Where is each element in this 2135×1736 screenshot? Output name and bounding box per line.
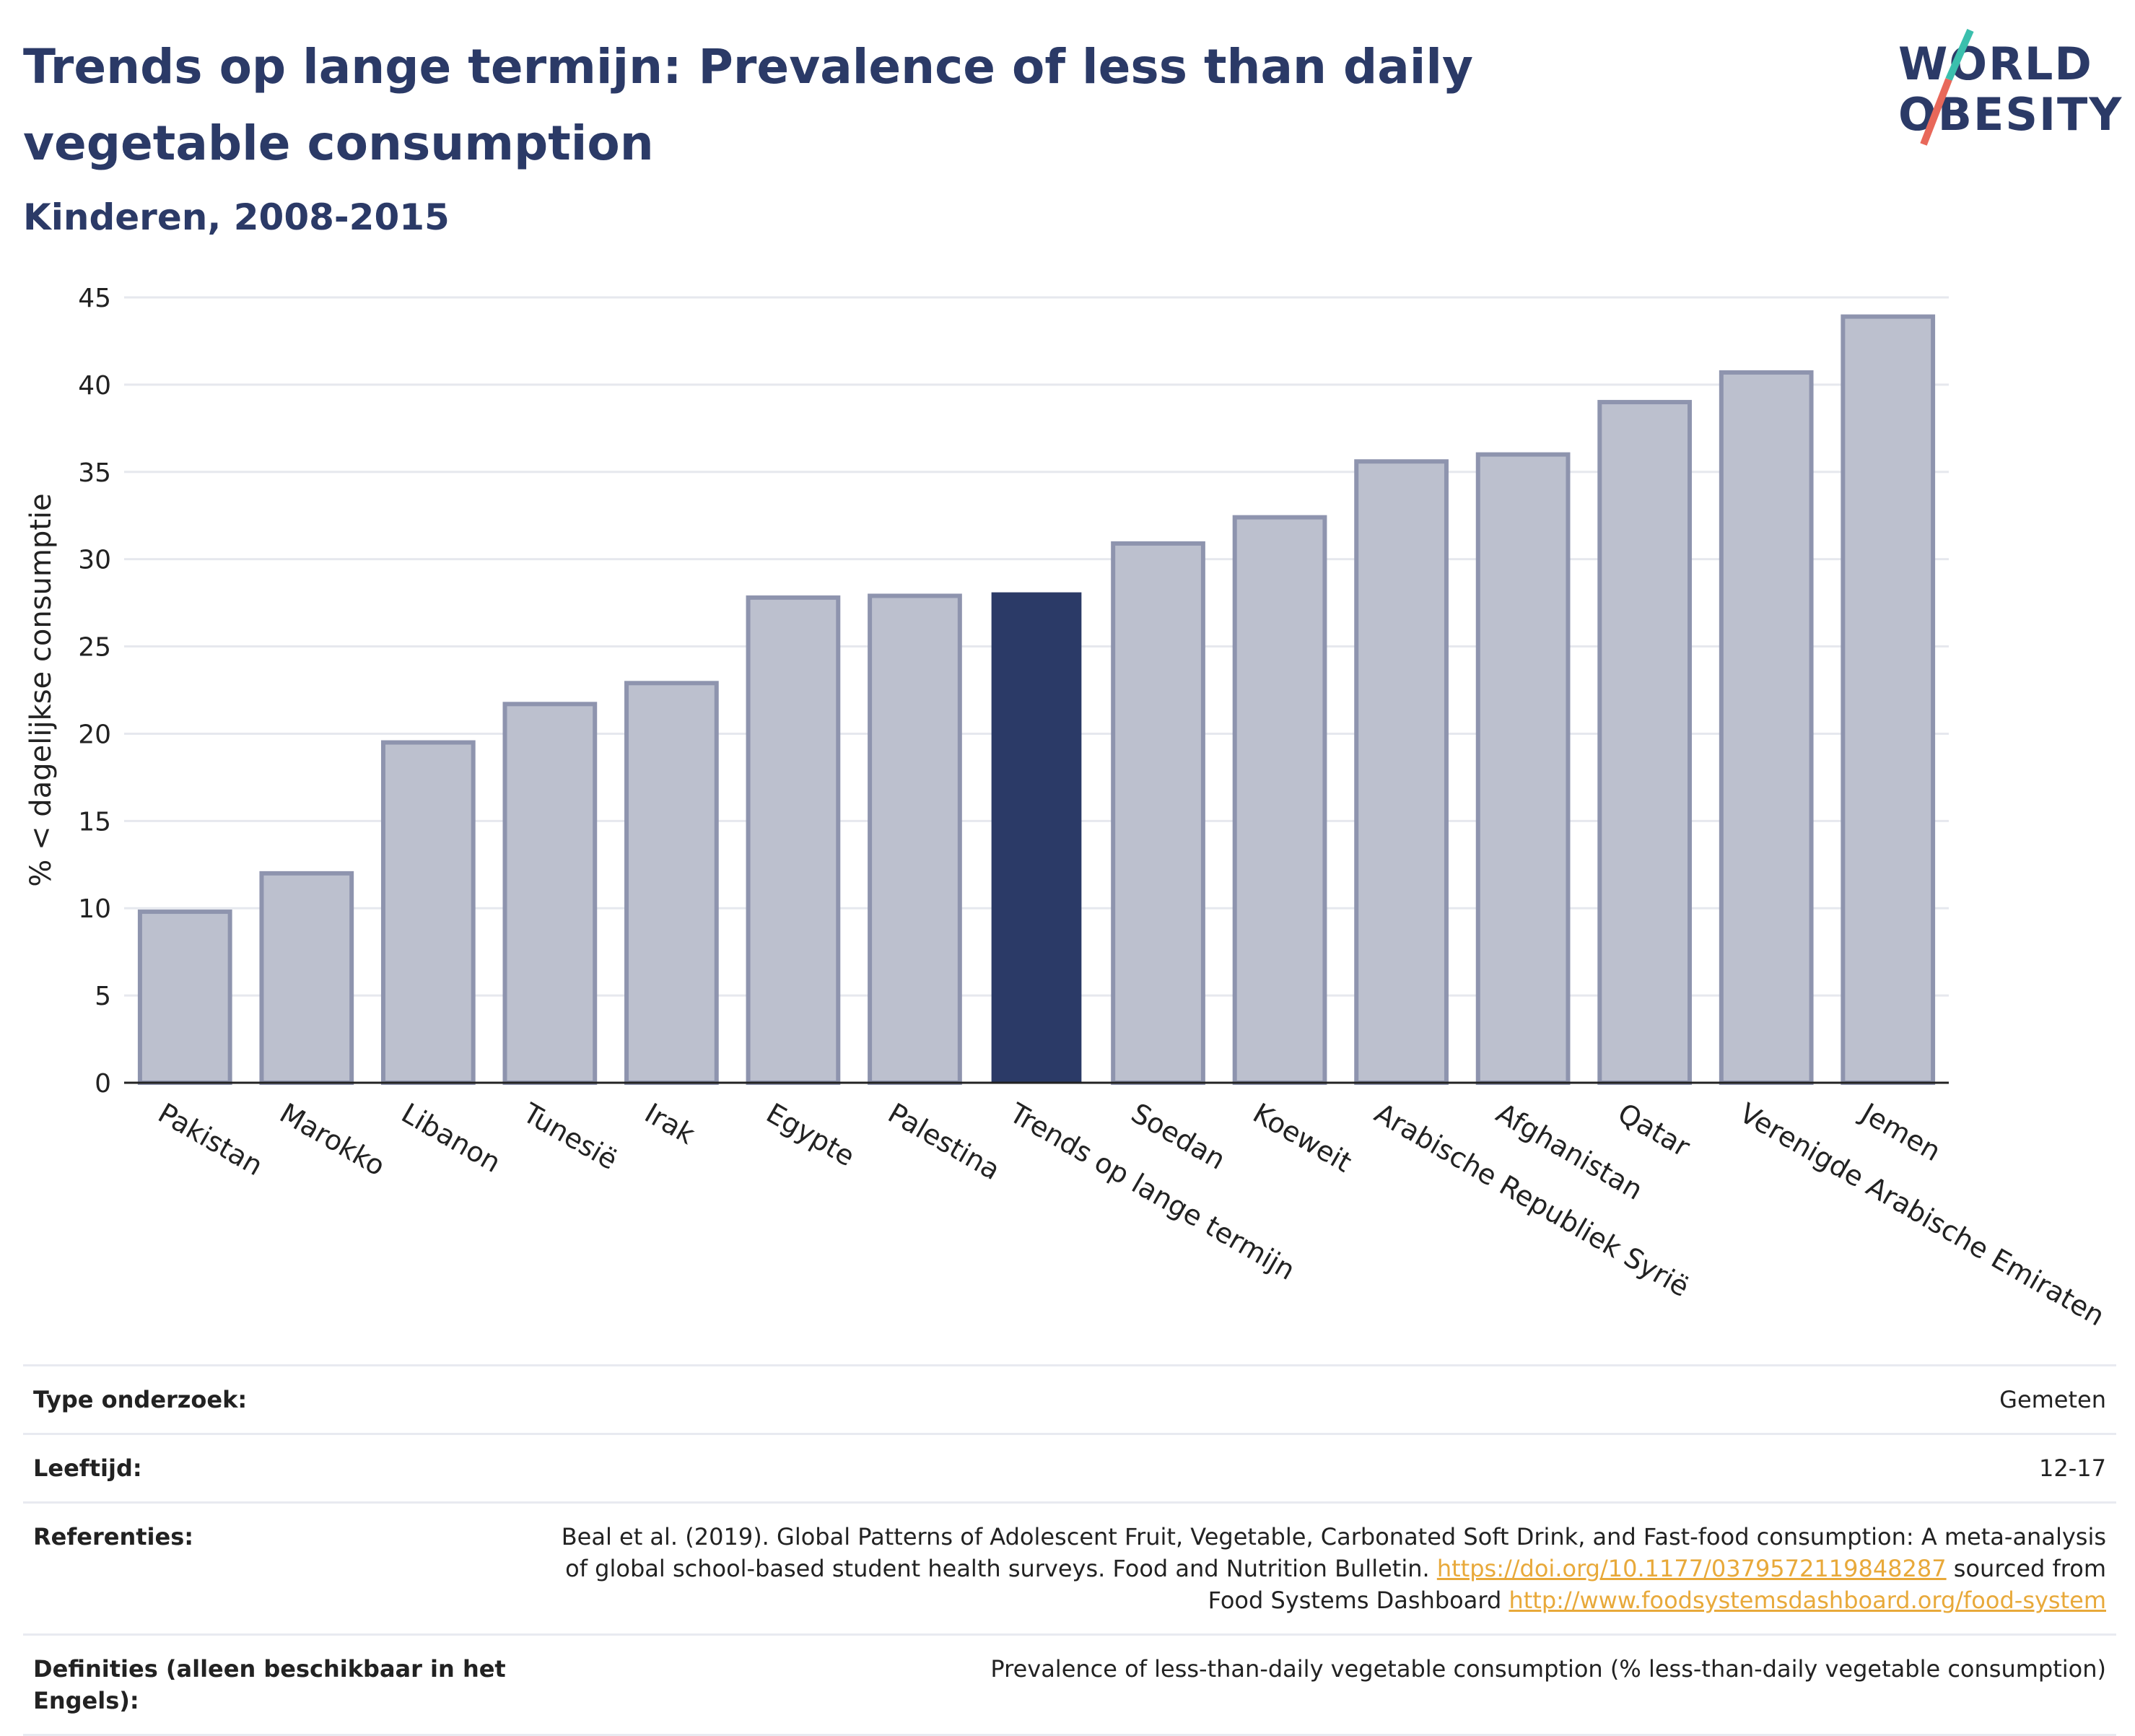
y-axis-label: % < dagelijkse consumptie (25, 493, 58, 886)
type-value: Gemeten (1999, 1386, 2106, 1413)
y-tick-label: 45 (78, 284, 111, 313)
definitions-value: Prevalence of less-than-daily vegetable … (990, 1655, 2106, 1683)
logo-red-stroke (1920, 78, 1952, 146)
reference-text-2: sourced from Food Systems Dashboard (1208, 1555, 2106, 1614)
bar-koeweit (1232, 515, 1327, 1085)
bars (137, 314, 1936, 1086)
age-label: Leeftijd: (33, 1454, 142, 1482)
bar-afghanistan (1475, 452, 1571, 1086)
chart-title: Trends op lange termijn: Prevalence of l… (23, 39, 1474, 171)
type-label: Type onderzoek: (33, 1386, 248, 1413)
info-table: Type onderzoek: Gemeten Leeftijd: 12-17 … (23, 1364, 2116, 1736)
definitions-label: Definities (alleen beschikbaar in het En… (33, 1655, 506, 1714)
reference-text-1: Beal et al. (2019). Global Patterns of A… (561, 1523, 2106, 1582)
y-tick-labels: 0 5 10 15 20 25 30 35 40 45 (78, 284, 111, 1099)
x-tick-label: Marokko (274, 1097, 390, 1182)
world-obesity-logo: WORLD OBESITY (1898, 29, 2121, 146)
y-tick-label: 30 (78, 546, 111, 575)
x-tick-label: Irak (639, 1097, 700, 1151)
x-tick-label: Palestina (883, 1097, 1005, 1187)
x-tick-label: Egypte (761, 1097, 860, 1173)
bar-tunesi- (502, 702, 598, 1085)
x-tick-label: Soedan (1126, 1097, 1231, 1176)
logo-teal-stroke (1945, 29, 1974, 82)
bar-jemen (1841, 314, 1936, 1085)
bar-verenigde-arabische-emiraten (1719, 370, 1814, 1086)
reference-link-doi[interactable]: https://doi.org/10.1177/0379572119848287 (1436, 1555, 1947, 1582)
reference-link-dashboard[interactable]: http://www.foodsystemsdashboard.org/food… (1509, 1587, 2106, 1614)
bar-pakistan (137, 910, 232, 1086)
y-tick-label: 15 (78, 807, 111, 837)
x-tick-label: Libanon (396, 1097, 506, 1179)
bar-qatar (1597, 400, 1693, 1086)
info-row-definitions: Definities (alleen beschikbaar in het En… (23, 1634, 2116, 1736)
info-row-references: Referenties: Beal et al. (2019). Global … (23, 1501, 2116, 1634)
bar-arabische-republiek-syri- (1354, 459, 1449, 1085)
y-tick-label: 25 (78, 633, 111, 663)
x-tick-label: Tunesië (518, 1096, 623, 1176)
chart-subtitle: Kinderen, 2008-2015 (23, 196, 450, 238)
y-tick-label: 35 (78, 458, 111, 488)
x-tick-labels: Pakistan Marokko Libanon Tunesië Irak Egypte P… (153, 1096, 2110, 1332)
bar-palestina (868, 593, 962, 1085)
y-tick-label: 0 (95, 1069, 111, 1099)
x-tick-label: Qatar (1612, 1097, 1695, 1164)
references-label: Referenties: (33, 1523, 194, 1550)
bar-trends-op-lange-termijn (991, 592, 1082, 1083)
logo-line1: WORLD (1898, 38, 2093, 90)
y-tick-label: 5 (95, 982, 111, 1011)
info-row-type: Type onderzoek: Gemeten (23, 1364, 2116, 1433)
y-tick-label: 10 (78, 894, 111, 924)
bar-libanon (380, 740, 476, 1085)
references-value: Beal et al. (2019). Global Patterns of A… (510, 1521, 2106, 1616)
bar-marokko (259, 871, 354, 1085)
y-tick-label: 40 (78, 371, 111, 401)
bar-egypte (746, 595, 841, 1085)
x-tick-label: Jemen (1855, 1096, 1947, 1168)
bar-chart: 0 5 10 15 20 25 30 35 40 45 Pakistan Marokko Libano… (25, 284, 2110, 1332)
bar-soedan (1111, 541, 1205, 1085)
info-row-age: Leeftijd: 12-17 (23, 1433, 2116, 1501)
x-tick-label: Pakistan (153, 1097, 268, 1182)
y-tick-label: 20 (78, 720, 111, 749)
age-value: 12-17 (2039, 1454, 2106, 1482)
bar-irak (624, 681, 719, 1085)
x-tick-label: Koeweit (1248, 1097, 1358, 1179)
